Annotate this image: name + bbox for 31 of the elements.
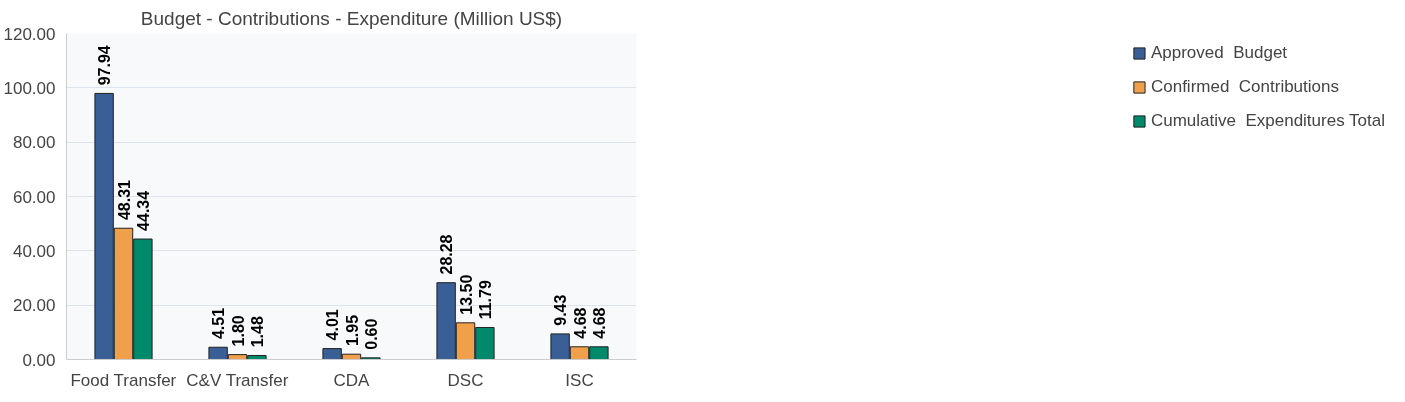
data-label: 97.94 [96,45,114,86]
data-label: 1.80 [229,315,247,347]
data-label: 4.68 [590,307,608,339]
data-label: 13.50 [457,274,475,315]
legend-label: Confirmed Contributions [1150,77,1339,97]
data-label: 44.34 [134,190,152,231]
data-label: 1.95 [343,314,361,347]
data-label: 28.28 [438,234,456,275]
y-tick-label: 0.00 [22,350,56,370]
y-tick-label: 80.00 [12,133,56,153]
data-label: 4.01 [324,309,342,341]
y-tick-label: 120.00 [3,24,56,44]
x-tick-label: CDA [333,370,371,390]
data-label: 11.79 [476,280,494,320]
chart-title: Budget - Contributions - Expenditure (Million US$) [140,7,563,29]
y-tick-label: 20.00 [12,296,56,316]
x-tick-label: C&V Transfer [186,370,289,390]
y-tick-label: 60.00 [12,187,56,207]
x-tick-label: ISC [565,370,594,390]
x-tick-label: Food Transfer [70,370,177,390]
data-label: 0.60 [362,318,380,350]
data-label: 9.43 [552,294,570,326]
y-tick-label: 100.00 [3,78,56,98]
data-label: 1.48 [248,316,266,348]
legend-label: Cumulative Expenditures Total [1150,111,1385,131]
data-label: 4.51 [210,307,228,340]
y-tick-label: 40.00 [12,241,56,261]
x-tick-label: DSC [447,370,484,390]
legend-label: Approved Budget [1150,43,1288,63]
data-label: 48.31 [115,179,133,221]
data-label: 4.68 [571,307,589,339]
